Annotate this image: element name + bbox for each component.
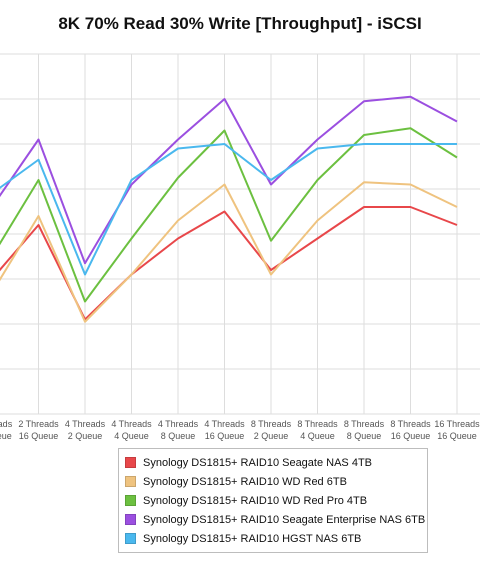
x-tick-label: 2 Threads 16 Queue (18, 419, 59, 441)
legend-label: Synology DS1815+ RAID10 WD Red 6TB (143, 475, 347, 488)
x-tick-label: 8 Threads 4 Queue (297, 419, 338, 441)
legend-item: Synology DS1815+ RAID10 Seagate Enterpri… (119, 510, 427, 529)
series-line-1 (0, 206, 458, 321)
x-tick-label: 4 Threads 16 Queue (204, 419, 245, 441)
legend-swatch (125, 514, 136, 525)
legend-swatch (125, 533, 136, 544)
series-line-5 (0, 143, 457, 276)
x-tick-label: 4 Threads 4 Queue (111, 419, 152, 441)
legend-swatch (125, 476, 136, 487)
x-tick-label: 8 Threads 2 Queue (251, 419, 292, 441)
x-tick-label: 8 Threads 8 Queue (344, 419, 385, 441)
series-lines (0, 95, 458, 323)
x-tick-label: 16 Threads 16 Queue (434, 419, 480, 441)
legend-label: Synology DS1815+ RAID10 Seagate Enterpri… (143, 513, 426, 526)
legend-label: Synology DS1815+ RAID10 HGST NAS 6TB (143, 532, 362, 545)
legend-item: Synology DS1815+ RAID10 WD Red Pro 4TB (119, 491, 427, 510)
legend-item: Synology DS1815+ RAID10 HGST NAS 6TB (119, 529, 427, 548)
chart-title: 8K 70% Read 30% Write [Throughput] - iSC… (58, 14, 422, 33)
legend-label: Synology DS1815+ RAID10 WD Red Pro 4TB (143, 494, 368, 507)
legend-swatch (125, 457, 136, 468)
legend-item: Synology DS1815+ RAID10 Seagate NAS 4TB (119, 453, 427, 472)
legend-label: Synology DS1815+ RAID10 Seagate NAS 4TB (143, 456, 372, 469)
series-line-3 (0, 127, 458, 303)
series-line-2 (0, 181, 458, 323)
x-tick-label: 4 Threads 2 Queue (65, 419, 106, 441)
x-tick-label: 4 Threads 8 Queue (158, 419, 199, 441)
legend-swatch (125, 495, 136, 506)
legend: Synology DS1815+ RAID10 Seagate NAS 4TB S… (118, 448, 428, 553)
series-line-4 (0, 95, 458, 265)
legend-item: Synology DS1815+ RAID10 WD Red 6TB (119, 472, 427, 491)
x-tick-label: 8 Threads 16 Queue (390, 419, 431, 441)
grid-lines (0, 53, 480, 415)
